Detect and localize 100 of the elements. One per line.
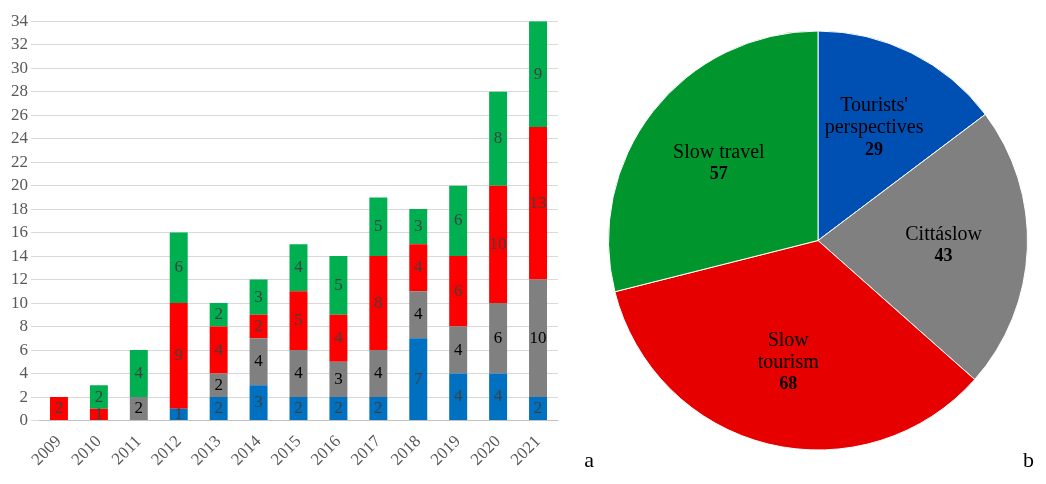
- data-label: 4: [134, 363, 144, 383]
- bar: [449, 373, 468, 421]
- data-label: 5: [294, 310, 303, 330]
- data-label: 43: [934, 245, 953, 266]
- y-tick-label: 24: [11, 128, 29, 148]
- bar: [449, 185, 468, 257]
- y-tick-label: 34: [11, 10, 29, 30]
- data-label: 9: [533, 63, 543, 83]
- data-label: 2: [94, 386, 104, 406]
- bar: [449, 326, 468, 374]
- data-label: 29: [865, 138, 884, 159]
- data-label: 13: [529, 192, 547, 212]
- bar: [409, 338, 428, 421]
- data-label: 2: [54, 398, 64, 418]
- data-label: 4: [254, 351, 264, 371]
- y-tick-label: 4: [19, 363, 29, 383]
- data-label: 1: [94, 403, 104, 423]
- y-tick-label: 18: [11, 198, 28, 218]
- y-tick-label: 6: [19, 339, 28, 359]
- data-label: 8: [493, 128, 503, 148]
- bar: [289, 291, 308, 351]
- y-tick-label: 32: [11, 34, 28, 54]
- bar: [369, 350, 388, 398]
- data-label: 3: [334, 368, 343, 388]
- bar: [169, 232, 188, 304]
- bar: [489, 185, 508, 304]
- data-label: 3: [254, 286, 263, 306]
- data-label: 10: [489, 233, 507, 253]
- y-tick-label: 10: [11, 292, 28, 312]
- bar: [249, 385, 268, 421]
- bar: [409, 244, 428, 292]
- y-tick-label: 30: [11, 57, 28, 77]
- bar: [489, 91, 508, 186]
- bar: [529, 21, 548, 127]
- data-label: 4: [214, 339, 224, 359]
- data-label: 10: [529, 327, 547, 347]
- data-label: 4: [414, 257, 424, 277]
- bar: [169, 303, 188, 409]
- data-label: 5: [374, 216, 383, 236]
- data-label: 6: [493, 327, 503, 347]
- text: b: [1023, 447, 1034, 473]
- slice-label: Cittáslow: [905, 221, 983, 244]
- y-tick-label: 12: [11, 269, 28, 289]
- bar: [369, 197, 388, 257]
- data-label: 8: [374, 292, 383, 312]
- data-label: 3: [414, 216, 423, 236]
- slice-label: Tourists' perspectives: [824, 93, 924, 139]
- data-label: 2: [334, 398, 343, 418]
- bar: [89, 385, 108, 409]
- data-label: 2: [214, 398, 223, 418]
- bar: [129, 350, 148, 398]
- data-label: 68: [779, 373, 798, 394]
- data-label: 4: [294, 257, 304, 277]
- data-label: 2: [294, 398, 303, 418]
- data-label: 4: [294, 363, 304, 383]
- bar: [249, 279, 268, 315]
- bar: [449, 256, 468, 327]
- data-label: 1: [174, 403, 183, 423]
- y-tick-label: 2: [19, 386, 28, 406]
- bar: [409, 291, 428, 339]
- data-label: 4: [414, 304, 424, 324]
- data-label: 2: [374, 398, 383, 418]
- data-label: 7: [414, 368, 424, 388]
- data-label: 2: [134, 398, 144, 418]
- data-label: 2: [214, 374, 223, 394]
- data-label: 6: [174, 257, 183, 277]
- y-tick-label: 14: [11, 245, 29, 265]
- y-tick-label: 8: [19, 316, 28, 336]
- bar: [209, 303, 228, 327]
- data-label: 9: [174, 345, 183, 365]
- y-tick-label: 28: [11, 81, 28, 101]
- y-tick-label: 20: [11, 175, 28, 195]
- data-label: 2: [254, 316, 263, 336]
- y-tick-label: 26: [11, 104, 28, 124]
- bar: [529, 126, 548, 280]
- bar: [329, 256, 348, 315]
- bar: [409, 209, 428, 245]
- y-tick-label: 0: [19, 410, 28, 429]
- data-label: 6: [453, 280, 463, 300]
- data-label: 2: [214, 304, 223, 324]
- bar: [329, 361, 348, 398]
- bar: [529, 279, 548, 398]
- data-label: 57: [709, 162, 728, 183]
- data-label: 4: [493, 386, 503, 406]
- bar: [329, 314, 348, 362]
- data-label: 4: [334, 327, 344, 347]
- bar: [209, 326, 228, 374]
- data-label: 5: [334, 274, 343, 294]
- y-tick-label: 16: [11, 222, 28, 242]
- bar: [489, 303, 508, 374]
- text: a: [584, 447, 594, 473]
- bar: [489, 373, 508, 421]
- data-label: 4: [453, 386, 463, 406]
- bar: [369, 256, 388, 351]
- data-label: 4: [374, 363, 384, 383]
- bar: [249, 338, 268, 386]
- data-label: 3: [254, 392, 263, 412]
- y-tick-label: 22: [11, 151, 28, 171]
- data-label: 6: [453, 210, 463, 230]
- data-label: 4: [453, 339, 463, 359]
